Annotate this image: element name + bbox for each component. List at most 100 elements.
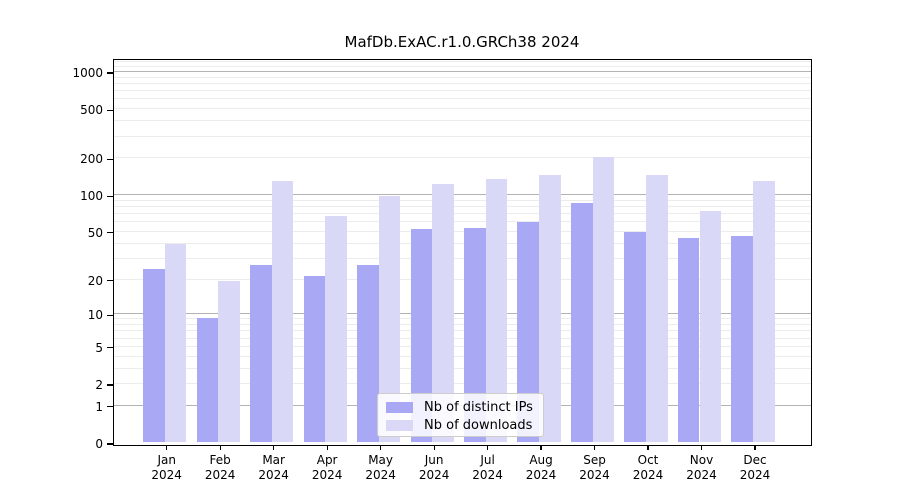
year-label: 2024 bbox=[686, 467, 717, 482]
gridline-minor-9 bbox=[113, 318, 811, 320]
bar-nb-of-distinct-ips-feb bbox=[196, 318, 219, 442]
gridline-minor-900 bbox=[113, 76, 811, 78]
bar-nb-of-downloads-oct bbox=[646, 175, 668, 442]
x-tick-label-jan: Jan 2024 bbox=[137, 453, 197, 482]
y-tick-label-10: 10 bbox=[87, 308, 103, 323]
gridline-minor-4 bbox=[113, 355, 811, 357]
x-tick-label-oct: Oct 2024 bbox=[618, 453, 678, 482]
bar-nb-of-distinct-ips-aug bbox=[517, 222, 540, 442]
month-label: Dec bbox=[743, 453, 767, 467]
month-label: May bbox=[368, 453, 394, 467]
x-tick-jul bbox=[486, 444, 489, 451]
month-label: Sep bbox=[583, 453, 606, 467]
gridline-minor-800 bbox=[113, 83, 811, 84]
x-tick-label-aug: Aug 2024 bbox=[511, 453, 571, 482]
x-tick-label-apr: Apr 2024 bbox=[297, 453, 357, 482]
x-tick-label-dec: Dec 2024 bbox=[725, 453, 785, 482]
legend-item-downloads: Nb of downloads bbox=[386, 416, 535, 434]
bar-nb-of-downloads-mar bbox=[271, 181, 294, 442]
y-tick-label-5: 5 bbox=[95, 340, 103, 355]
x-tick-label-jun: Jun 2024 bbox=[404, 453, 464, 482]
gridline-minor-5 bbox=[113, 345, 811, 347]
year-label: 2024 bbox=[365, 467, 396, 482]
gridline-minor-30 bbox=[113, 257, 811, 259]
year-label: 2024 bbox=[258, 467, 289, 482]
y-tick-label-20: 20 bbox=[87, 273, 103, 288]
y-tick-50 bbox=[107, 232, 113, 234]
x-tick-label-nov: Nov 2024 bbox=[672, 453, 732, 482]
gridline-minor-600 bbox=[113, 98, 811, 100]
gridline-minor-1100 bbox=[113, 65, 811, 67]
month-label: Jul bbox=[480, 453, 495, 467]
x-tick-nov bbox=[700, 444, 703, 451]
month-label: Jun bbox=[424, 453, 444, 467]
year-label: 2024 bbox=[311, 467, 343, 482]
y-tick-1 bbox=[107, 406, 113, 408]
bar-nb-of-downloads-jul bbox=[485, 179, 508, 442]
x-tick-jun bbox=[433, 444, 435, 451]
gridline-minor-1200 bbox=[113, 61, 811, 63]
bar-nb-of-downloads-apr bbox=[325, 216, 347, 442]
bar-nb-of-distinct-ips-nov bbox=[677, 237, 700, 442]
x-tick-may bbox=[380, 444, 382, 451]
y-tick-label-0: 0 bbox=[95, 437, 103, 451]
gridline-minor-70 bbox=[113, 213, 811, 215]
month-label: Mar bbox=[262, 453, 285, 467]
gridline-minor-6 bbox=[113, 337, 811, 339]
bar-nb-of-distinct-ips-sep bbox=[570, 202, 593, 442]
gridline-minor-50 bbox=[113, 230, 811, 232]
bar-nb-of-downloads-jan bbox=[164, 243, 187, 442]
x-tick-apr bbox=[326, 444, 328, 451]
gridline-minor-80 bbox=[113, 206, 811, 208]
x-tick-label-mar: Mar 2024 bbox=[244, 453, 304, 482]
legend-swatch-downloads bbox=[386, 419, 413, 431]
x-tick-jan bbox=[166, 444, 168, 451]
gridline-minor-40 bbox=[113, 242, 811, 244]
month-label: Nov bbox=[689, 453, 714, 467]
bar-nb-of-distinct-ips-dec bbox=[731, 236, 753, 442]
y-tick-label-1000: 1000 bbox=[72, 66, 103, 81]
gridline-minor-3 bbox=[113, 367, 811, 369]
x-tick-label-sep: Sep 2024 bbox=[565, 453, 625, 482]
plot-area bbox=[112, 58, 812, 446]
gridline-minor-400 bbox=[113, 120, 811, 122]
y-tick-500 bbox=[107, 109, 113, 111]
y-tick-label-200: 200 bbox=[80, 152, 103, 167]
gridline-minor-200 bbox=[113, 157, 811, 159]
y-tick-0 bbox=[107, 443, 113, 445]
gridline-minor-2 bbox=[113, 383, 811, 384]
y-tick-label-50: 50 bbox=[87, 225, 103, 240]
bar-nb-of-distinct-ips-jan bbox=[143, 269, 165, 442]
y-tick-label-500: 500 bbox=[80, 103, 103, 118]
x-tick-aug bbox=[540, 444, 542, 451]
y-tick-20 bbox=[107, 279, 113, 282]
year-label: 2024 bbox=[418, 467, 450, 482]
month-label: Oct bbox=[637, 453, 659, 467]
y-tick-label-100: 100 bbox=[80, 189, 103, 204]
bar-nb-of-downloads-nov bbox=[699, 210, 722, 442]
month-label: Feb bbox=[209, 453, 231, 467]
chart-title: MafDb.ExAC.r1.0.GRCh38 2024 bbox=[344, 33, 580, 51]
bar-nb-of-distinct-ips-jun bbox=[410, 228, 433, 442]
y-tick-2 bbox=[107, 384, 113, 386]
gridline-major-10 bbox=[113, 313, 811, 315]
x-tick-oct bbox=[647, 444, 649, 451]
gridline-minor-60 bbox=[113, 221, 811, 223]
gridline-minor-7 bbox=[113, 330, 811, 332]
month-label: Jan bbox=[157, 453, 176, 467]
year-label: 2024 bbox=[739, 467, 771, 482]
year-label: 2024 bbox=[151, 467, 182, 482]
bar-nb-of-downloads-dec bbox=[752, 181, 775, 442]
bar-nb-of-distinct-ips-oct bbox=[624, 231, 646, 442]
x-tick-label-may: May 2024 bbox=[351, 453, 411, 482]
gridline-major-1000 bbox=[113, 71, 811, 73]
legend-label-downloads: Nb of downloads bbox=[424, 417, 533, 433]
bar-nb-of-downloads-aug bbox=[539, 174, 561, 442]
x-tick-dec bbox=[754, 444, 756, 451]
bar-nb-of-downloads-sep bbox=[592, 157, 615, 442]
month-label: Aug bbox=[529, 453, 553, 467]
y-tick-200 bbox=[107, 158, 113, 160]
bar-nb-of-distinct-ips-mar bbox=[250, 265, 272, 442]
gridline-minor-300 bbox=[113, 135, 811, 137]
